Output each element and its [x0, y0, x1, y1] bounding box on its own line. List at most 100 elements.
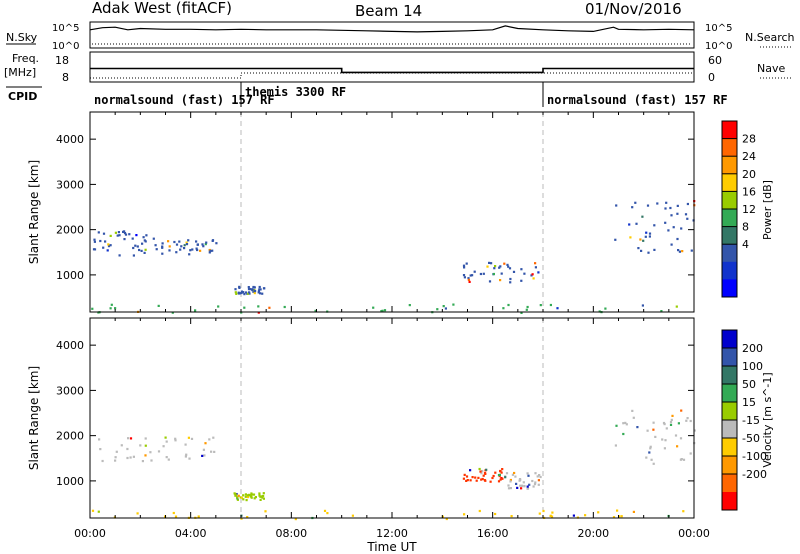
scatter-cell	[463, 266, 466, 269]
scatter-cell	[494, 265, 497, 268]
scatter-cell	[132, 455, 135, 458]
scatter-cell	[243, 293, 246, 296]
scatter-cell	[262, 497, 265, 500]
scatter-cell	[250, 288, 253, 291]
scatter-cell	[677, 422, 680, 425]
scatter-cell	[498, 473, 501, 476]
scatter-cell	[686, 202, 689, 206]
scatter-cell	[597, 511, 600, 514]
scatter-cell	[556, 307, 559, 310]
scatter-cell	[91, 307, 94, 310]
scatter-cell	[663, 447, 666, 450]
scatter-cell	[645, 456, 648, 459]
scatter-cell	[144, 248, 147, 251]
scatter-cell	[499, 279, 502, 282]
scatter-cell	[469, 479, 472, 482]
noise-left-tick-top: 10^5	[52, 23, 79, 34]
scatter-cell	[539, 304, 542, 307]
scatter-cell	[126, 447, 129, 451]
scatter-cell	[109, 307, 112, 310]
scatter-cell	[143, 251, 146, 254]
colorbar-tick-label: -200	[742, 468, 767, 481]
y-tick-label: 4000	[56, 133, 84, 146]
colorbar-swatch	[722, 420, 737, 439]
scatter-cell	[240, 291, 243, 295]
scatter-cell	[99, 239, 102, 243]
scatter-cell	[199, 249, 202, 252]
freq-right-tick-bottom: 0	[708, 71, 715, 84]
scatter-cell	[500, 471, 503, 474]
scatter-cell	[98, 438, 101, 441]
scatter-cell	[120, 444, 123, 447]
scatter-cell	[490, 262, 493, 265]
scatter-cell	[481, 469, 484, 473]
velocity-y-axis: 1000 2000 3000 4000	[56, 318, 695, 518]
scatter-cell	[246, 496, 249, 499]
scatter-cell	[129, 456, 132, 459]
scatter-cell	[641, 215, 644, 218]
scatter-cell	[180, 245, 183, 248]
scatter-cell	[117, 231, 120, 234]
scatter-cell	[631, 409, 634, 412]
scatter-cell	[445, 517, 448, 521]
scatter-cell	[150, 459, 153, 462]
scatter-cell	[189, 249, 192, 252]
scatter-cell	[467, 277, 470, 280]
scatter-cell	[248, 291, 251, 294]
scatter-cell	[259, 292, 262, 295]
scatter-cell	[102, 232, 106, 235]
colorbar-swatch	[722, 438, 737, 457]
scatter-cell	[234, 494, 237, 497]
noise-left-tick-bottom: 10^0	[52, 41, 79, 52]
scatter-cell	[175, 243, 179, 246]
scatter-cell	[209, 249, 212, 253]
scatter-cell	[679, 458, 682, 461]
scatter-cell	[676, 204, 679, 207]
scatter-cell	[234, 288, 237, 291]
scatter-cell	[188, 457, 191, 460]
scatter-cell	[462, 274, 466, 277]
y-tick-label: 3000	[56, 384, 84, 397]
colorbar-swatch	[722, 384, 737, 403]
scatter-cell	[680, 409, 683, 412]
scatter-cell	[253, 497, 256, 500]
scatter-cell	[612, 516, 616, 519]
scatter-cell	[114, 456, 117, 459]
scatter-cell	[132, 246, 135, 250]
scatter-cell	[494, 512, 497, 516]
scatter-cell	[144, 454, 147, 457]
scatter-cell	[661, 438, 664, 441]
y-tick-label: 2000	[56, 224, 84, 237]
scatter-cell	[161, 245, 164, 248]
scatter-cell	[172, 511, 175, 515]
scatter-cell	[140, 249, 143, 252]
colorbar-swatch	[722, 156, 737, 175]
scatter-cell	[257, 305, 260, 308]
scatter-cell	[179, 248, 182, 251]
scatter-cell	[537, 271, 540, 274]
scatter-cell	[671, 414, 674, 417]
scatter-cell	[154, 244, 157, 247]
scatter-cell	[526, 485, 529, 488]
colorbar-swatch	[722, 330, 737, 349]
power-colorbar: 28 24 20 16 12 8 4	[721, 120, 756, 298]
scatter-cell	[185, 243, 189, 246]
colorbar-tick-label: 28	[742, 133, 756, 146]
scatter-cell	[515, 482, 518, 485]
scatter-cell	[480, 472, 483, 475]
scatter-cell	[615, 204, 618, 207]
scatter-cell	[244, 493, 247, 496]
scatter-cell	[106, 249, 109, 252]
colorbar-swatch	[722, 173, 737, 192]
scatter-cell	[213, 450, 216, 453]
scatter-cell	[463, 473, 466, 476]
scatter-cell	[689, 452, 692, 455]
scatter-cell	[674, 434, 678, 437]
scatter-cell	[132, 254, 135, 257]
scatter-cell	[161, 242, 164, 245]
scatter-cell	[660, 310, 663, 313]
scatter-cell	[680, 227, 683, 230]
scatter-cell	[247, 286, 250, 289]
scatter-cell	[259, 495, 262, 498]
